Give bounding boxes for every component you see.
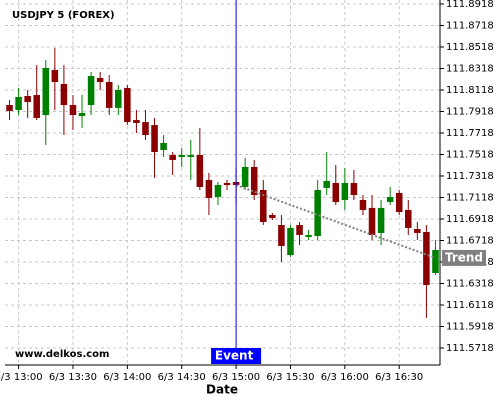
x-tick-label: 6/3 14:30 [158,372,206,383]
candle-body [15,96,22,110]
candle-body [87,76,95,106]
plot [6,47,439,318]
y-tick-label: 111.8718 [446,20,494,31]
candle-body [124,87,131,123]
y-tick-label: 111.5718 [446,343,494,354]
y-tick-label: 111.8918 [446,0,494,10]
candle-body [287,227,294,256]
candle-body [395,192,403,213]
candle-body [69,105,77,116]
y-tick-label: 111.7118 [446,192,494,203]
candle-body [260,189,267,223]
x-tick-label: 6/3 13:30 [49,372,97,383]
candle-body [423,232,430,286]
candle-body [405,209,412,228]
x-axis-title: Date [206,383,238,397]
candle-body [151,125,158,153]
candle-body [332,182,340,203]
y-tick-label: 111.6718 [446,236,494,247]
candle-body [241,166,249,187]
candle-body [115,89,122,108]
candle-body [368,207,376,236]
trend-label-box [442,249,486,266]
event-label-box [211,348,262,364]
grid [5,0,440,365]
candle-body [414,228,421,233]
candle-body [6,105,13,111]
chart-title: USDJPY 5 (FOREX) [12,10,115,21]
candle-body [323,180,330,188]
candle-body [24,96,31,103]
candle-body [386,196,394,203]
x-tick-label: 6/3 15:30 [266,372,314,383]
candle-body [278,225,285,246]
candle-body [205,179,213,198]
candle-body [359,199,367,210]
y-tick-label: 111.7718 [446,128,494,139]
x-tick-label: 6/3 13:00 [0,372,43,383]
candle-body [223,182,231,186]
event-label: Event [215,349,254,363]
candle-body [96,77,104,83]
candle-body [269,215,276,218]
x-tick-label: 6/3 16:00 [321,372,369,383]
candle-body [196,155,204,187]
candle-body [142,122,149,136]
trend-label: Trend [445,250,483,264]
candle-body [133,119,140,123]
candle-body [341,182,349,200]
candle-body [169,155,176,160]
y-tick-label: 111.6918 [446,214,494,225]
y-tick-label: 111.8118 [446,85,494,96]
candle-body [105,82,113,108]
candle-body [432,249,439,273]
y-tick-label: 111.6318 [446,279,494,290]
candle-body [350,182,358,196]
candle-body [33,95,40,118]
candle-body [60,83,68,106]
candle-body [160,142,167,150]
candle-body [78,112,86,117]
candle-body [296,225,303,236]
y-tick-label: 111.7918 [446,106,494,117]
watermark: www.delkos.com [15,349,109,360]
y-tick-label: 111.8318 [446,63,494,74]
x-tick-label: 6/3 16:30 [375,372,423,383]
candle-body [314,189,321,236]
y-tick-label: 111.7518 [446,149,494,160]
candle-body [42,67,50,116]
y-tick-label: 111.7318 [446,171,494,182]
candle-body [305,235,312,237]
candle-body [250,166,258,196]
y-tick-label: 111.8518 [446,42,494,53]
trend-line [235,184,436,259]
candle-body [51,69,59,83]
x-tick-label: 6/3 14:00 [103,372,151,383]
y-tick-label: 111.5918 [446,322,494,333]
candle-body [178,155,185,157]
candle-body [377,207,385,233]
x-tick-label: 6/3 15:00 [212,372,260,383]
y-tick-label: 111.6118 [446,300,494,311]
candle-body [187,155,195,157]
candle-body [214,185,222,197]
